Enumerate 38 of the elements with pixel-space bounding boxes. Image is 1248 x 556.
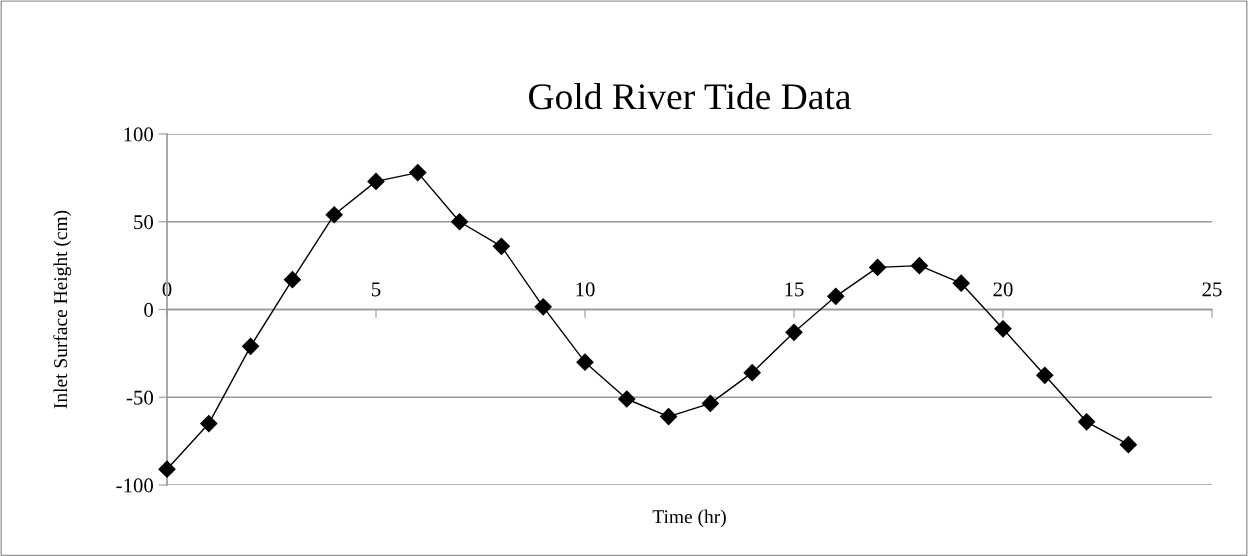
y-tick-label: 50 [134, 215, 154, 230]
x-tick-label: 5 [372, 282, 381, 297]
point [994, 320, 1012, 338]
point [325, 206, 343, 224]
point [660, 408, 678, 426]
x-axis-title: Time (hr) [652, 509, 726, 528]
point [576, 353, 594, 371]
point [242, 337, 260, 355]
point [910, 257, 928, 275]
y-tick-label: -50 [126, 390, 154, 405]
point [409, 164, 427, 182]
point [701, 394, 719, 412]
chart-title: Gold River Tide Data [529, 82, 851, 110]
point [952, 274, 970, 292]
point [785, 323, 803, 341]
y-axis-title: Inlet Surface Height (cm) [53, 210, 72, 409]
x-tick-label: 0 [162, 282, 172, 297]
point [492, 237, 510, 255]
point [158, 460, 176, 478]
y-tick-label: 0 [144, 302, 154, 317]
x-tick-label: 15 [785, 282, 804, 297]
point [200, 415, 218, 433]
point [367, 172, 385, 190]
point [827, 287, 845, 305]
point [283, 271, 301, 289]
point [451, 213, 469, 231]
point [618, 390, 636, 408]
y-tick-label: -100 [116, 478, 154, 493]
point [534, 298, 552, 316]
x-tick-label: 10 [576, 282, 595, 297]
y-tick-label: 100 [124, 127, 154, 142]
x-tick-label: 20 [993, 282, 1013, 297]
point [1036, 366, 1054, 384]
point [869, 258, 887, 276]
point [1078, 413, 1096, 431]
point [1119, 436, 1137, 454]
x-tick-label: 25 [1202, 282, 1222, 297]
point [743, 364, 761, 382]
